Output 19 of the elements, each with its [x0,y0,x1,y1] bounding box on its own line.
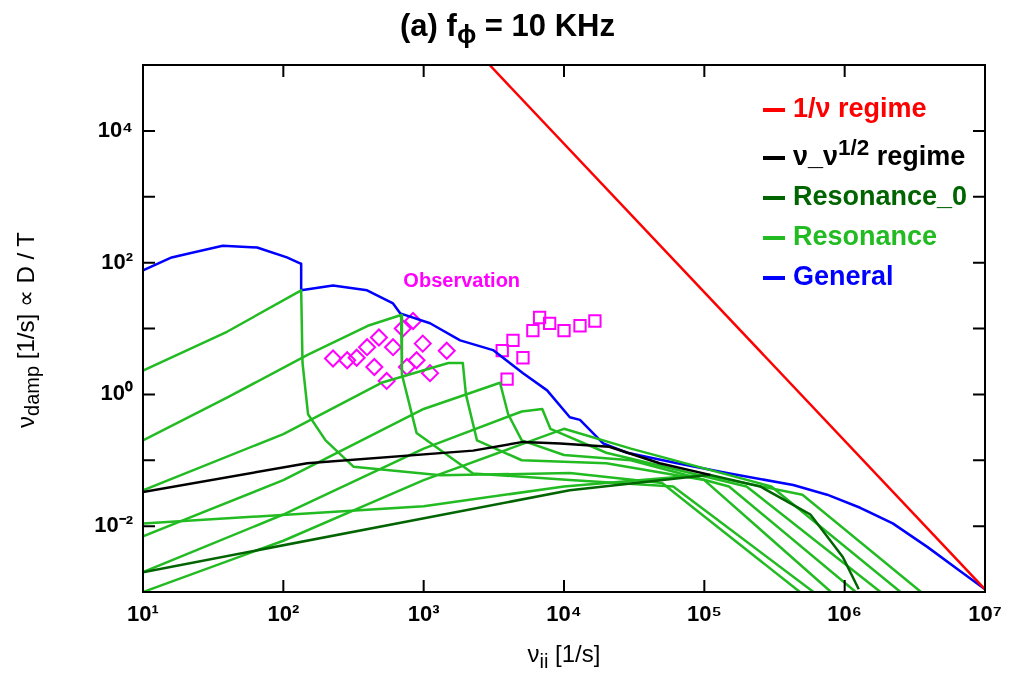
legend-label: 1/ν regime [792,93,927,123]
series-label: Observation [403,268,521,291]
x-tick-label: 10¹ [127,601,159,627]
x-tick-label: 10² [267,601,300,627]
legend-label: General [792,261,894,291]
y-tick-label: 10⁻² [94,512,133,538]
x-tick-label: 10⁵ [686,601,722,627]
chart-title: (a) f$_{ϕ}$ = 10 KHz [399,8,616,50]
y-tick-label: 10⁴ [97,116,133,142]
x-tick-label: 10³ [407,601,440,627]
legend-label: Resonance [792,221,937,251]
legend-label: Resonance_0 [792,181,967,211]
legend-label: ν_ν$^{1/2}$ regime [792,135,966,171]
y-tick-label: 10⁰ [100,380,133,406]
x-tick-label: 10⁶ [827,601,862,627]
x-tick-label: 10⁴ [546,601,582,627]
x-axis-title: ν$_{ii}$ [1/s] [526,640,602,673]
x-tick-label: 10⁷ [968,601,1002,627]
y-tick-label: 10² [101,248,133,274]
